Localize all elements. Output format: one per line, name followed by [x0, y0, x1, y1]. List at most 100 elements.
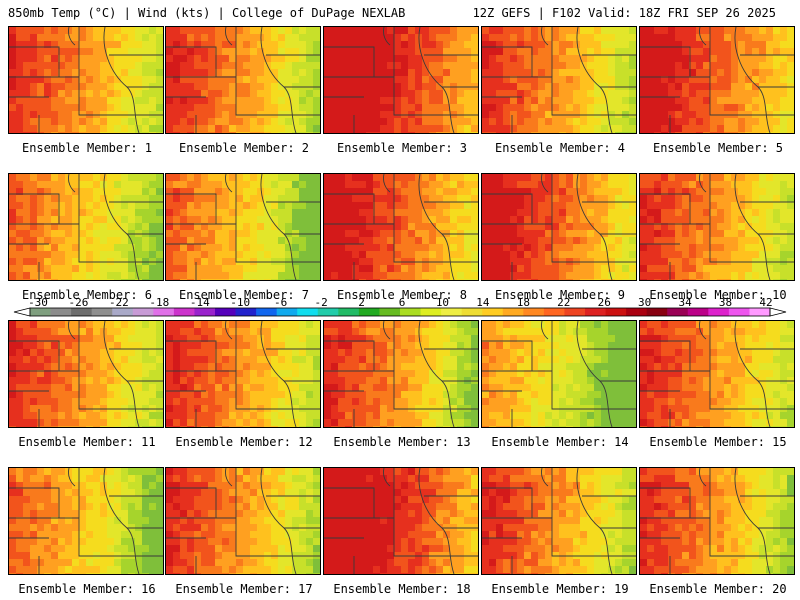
colorbar-segment: [420, 308, 442, 316]
temperature-field-map: [640, 27, 794, 133]
ensemble-map-panel: [165, 26, 321, 134]
colorbar-tick-label: -26: [69, 296, 89, 309]
ensemble-map-panel: [8, 26, 164, 134]
temperature-field-map: [166, 468, 320, 574]
ensemble-member-label: Ensemble Member: 1: [21, 141, 153, 155]
ensemble-map-panel: [323, 320, 479, 428]
temperature-field-map: [324, 174, 478, 280]
colorbar-segment: [749, 308, 771, 316]
colorbar-segment: [667, 308, 689, 316]
ensemble-member-label: Ensemble Member: 14: [491, 435, 629, 449]
colorbar-segment: [441, 308, 463, 316]
ensemble-member-label: Ensemble Member: 18: [333, 582, 471, 596]
colorbar-tick-label: 30: [638, 296, 651, 309]
colorbar-segment: [173, 308, 195, 316]
ensemble-map-panel: [639, 320, 795, 428]
temperature-field-map: [324, 27, 478, 133]
colorbar-tick-label: -2: [314, 296, 327, 309]
colorbar-tick-label: 34: [678, 296, 692, 309]
ensemble-member-label: Ensemble Member: 5: [652, 141, 784, 155]
colorbar-segment: [215, 308, 236, 316]
colorbar-segment: [317, 308, 339, 316]
ensemble-map-panel: [639, 173, 795, 281]
colorbar-segment: [235, 308, 257, 316]
colorbar-segment: [338, 308, 360, 316]
temperature-field-map: [9, 468, 163, 574]
ensemble-map-panel: [8, 467, 164, 575]
header-run-info: 12Z GEFS | F102 Valid: 18Z FRI SEP 26 20…: [472, 6, 776, 20]
colorbar-segment: [194, 308, 216, 316]
ensemble-member-label: Ensemble Member: 13: [333, 435, 471, 449]
temperature-field-map: [482, 27, 636, 133]
ensemble-member-label: Ensemble Member: 11: [18, 435, 156, 449]
colorbar-tick-label: -6: [274, 296, 287, 309]
colorbar-segment: [276, 308, 298, 316]
ensemble-member-label: Ensemble Member: 6: [21, 288, 153, 302]
temperature-field-map: [640, 468, 794, 574]
colorbar-tick-label: -10: [230, 296, 250, 309]
temperature-field-map: [482, 321, 636, 427]
colorbar-segment: [132, 308, 154, 316]
temperature-field-map: [9, 321, 163, 427]
temperature-field-map: [640, 174, 794, 280]
ensemble-member-label: Ensemble Member: 2: [178, 141, 310, 155]
colorbar-segment: [112, 308, 134, 316]
temperature-field-map: [640, 321, 794, 427]
colorbar-segment: [502, 308, 524, 316]
ensemble-map-panel: [481, 320, 637, 428]
ensemble-map-panel: [481, 467, 637, 575]
colorbar-tick-label: 10: [436, 296, 449, 309]
ensemble-member-label: Ensemble Member: 10: [649, 288, 787, 302]
ensemble-member-label: Ensemble Member: 3: [336, 141, 468, 155]
ensemble-map-panel: [323, 26, 479, 134]
colorbar-tick-label: 38: [719, 296, 732, 309]
ensemble-map-panel: [481, 26, 637, 134]
colorbar-segment: [153, 308, 175, 316]
colorbar-segment: [543, 308, 565, 316]
colorbar-segment: [379, 308, 401, 316]
colorbar-segment: [564, 308, 586, 316]
ensemble-member-label: Ensemble Member: 4: [494, 141, 626, 155]
colorbar-segment: [91, 308, 113, 316]
temperature-field-map: [324, 321, 478, 427]
temperature-field-map: [9, 27, 163, 133]
colorbar-segment: [297, 308, 319, 316]
ensemble-map-panel: [165, 173, 321, 281]
temperature-field-map: [324, 468, 478, 574]
colorbar-tick-label: 42: [759, 296, 772, 309]
colorbar-segment: [400, 308, 421, 316]
colorbar-left-arrow: [13, 307, 31, 317]
colorbar-tick-label: 6: [399, 296, 406, 309]
colorbar-segment: [646, 308, 668, 316]
colorbar-tick-label: -22: [109, 296, 129, 309]
colorbar-tick-label: 22: [557, 296, 570, 309]
ensemble-member-label: Ensemble Member: 15: [649, 435, 787, 449]
colorbar-segment: [626, 308, 648, 316]
colorbar-segment: [358, 308, 380, 316]
colorbar-segment: [50, 308, 72, 316]
colorbar-segment: [605, 308, 627, 316]
colorbar-tick-label: -30: [28, 296, 48, 309]
ensemble-member-label: Ensemble Member: 16: [18, 582, 156, 596]
colorbar-tick-label: -14: [190, 296, 210, 309]
temperature-field-map: [166, 174, 320, 280]
ensemble-map-panel: [481, 173, 637, 281]
ensemble-member-label: Ensemble Member: 9: [494, 288, 626, 302]
ensemble-member-label: Ensemble Member: 7: [178, 288, 310, 302]
temperature-field-map: [166, 321, 320, 427]
temperature-field-map: [166, 27, 320, 133]
colorbar-segment: [728, 308, 750, 316]
colorbar-right-arrow: [769, 307, 787, 317]
ensemble-map-panel: [165, 467, 321, 575]
colorbar-tick-label: 18: [517, 296, 530, 309]
colorbar-segment: [585, 308, 606, 316]
ensemble-member-label: Ensemble Member: 20: [649, 582, 787, 596]
ensemble-map-panel: [639, 467, 795, 575]
ensemble-map-panel: [639, 26, 795, 134]
header-title: 850mb Temp (°C) | Wind (kts) | College o…: [8, 6, 406, 20]
colorbar-segment: [482, 308, 504, 316]
ensemble-member-label: Ensemble Member: 8: [336, 288, 468, 302]
ensemble-map-panel: [323, 467, 479, 575]
ensemble-member-label: Ensemble Member: 19: [491, 582, 629, 596]
ensemble-map-panel: [165, 320, 321, 428]
